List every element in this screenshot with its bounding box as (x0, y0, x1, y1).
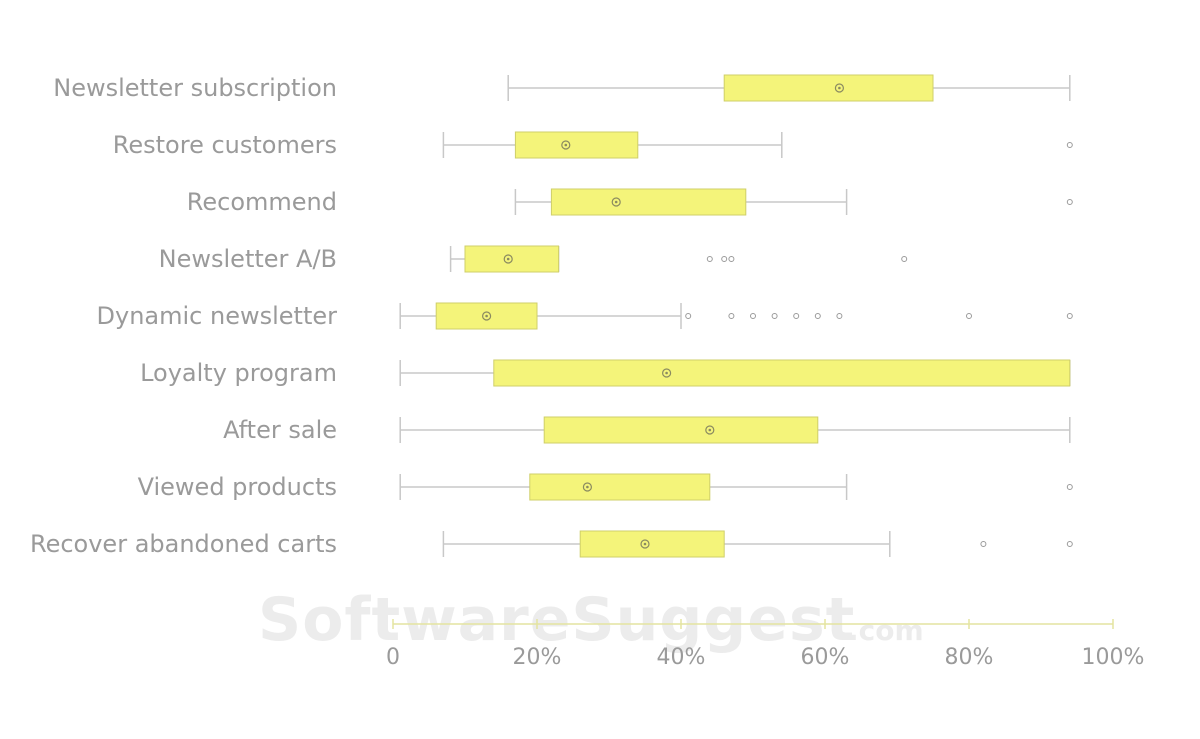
category-label: After sale (223, 416, 337, 444)
outlier-point (1066, 199, 1073, 205)
watermark-text: SoftwareSuggest (258, 585, 855, 655)
outlier-point (1066, 142, 1073, 148)
iqr-box (464, 245, 560, 273)
box-row: Loyalty program (140, 359, 1071, 387)
outlier-point (980, 541, 987, 547)
mean-marker-dot (708, 428, 712, 432)
mean-marker (561, 140, 571, 150)
mean-marker-dot (838, 86, 841, 90)
box-row: Newsletter subscription (53, 74, 1071, 102)
mean-marker (834, 83, 845, 93)
box-row: Recommend (187, 188, 1073, 216)
category-label: Viewed products (138, 473, 337, 501)
iqr-box (723, 74, 934, 102)
outlier-point (721, 256, 728, 262)
outlier-point (901, 256, 908, 262)
outlier-point (814, 313, 821, 319)
mean-marker (482, 311, 492, 321)
outlier-point (1066, 313, 1073, 319)
mean-marker-dot (485, 314, 488, 318)
outlier-point (750, 313, 756, 319)
mean-marker (661, 368, 672, 378)
watermark-suffix: .com (848, 614, 924, 647)
category-label: Loyalty program (140, 359, 337, 387)
plot-area: Newsletter subscription Restore customers… (30, 74, 1073, 558)
x-tick-label: 80% (945, 645, 994, 670)
category-label: Recover abandoned carts (30, 530, 337, 558)
outlier-point (966, 313, 972, 319)
outlier-point (771, 313, 778, 319)
mean-marker (705, 425, 715, 435)
mean-marker (503, 254, 513, 264)
mean-marker (582, 482, 593, 492)
category-label: Restore customers (113, 131, 337, 159)
outlier-point (685, 313, 692, 319)
iqr-box (514, 131, 639, 159)
box-row: Viewed products (138, 473, 1073, 501)
outlier-point (793, 313, 800, 319)
mean-marker-dot (643, 542, 647, 546)
box-row: Dynamic newsletter (97, 302, 1073, 330)
mean-marker (611, 197, 621, 207)
mean-marker-dot (586, 485, 589, 489)
mean-marker-dot (665, 371, 668, 375)
x-tick-label: 60% (801, 645, 850, 670)
mean-marker (640, 539, 650, 549)
category-label: Dynamic newsletter (97, 302, 338, 330)
iqr-box (543, 416, 819, 444)
outlier-point (1066, 541, 1073, 547)
mean-marker-dot (564, 143, 568, 147)
box-row: After sale (223, 416, 1071, 444)
mean-marker-dot (614, 200, 618, 204)
outlier-point (728, 313, 735, 319)
box-row: Newsletter A/B (159, 245, 908, 273)
category-label: Newsletter A/B (159, 245, 337, 273)
iqr-box (529, 473, 711, 501)
iqr-box (493, 359, 1071, 387)
x-tick-label: 0 (386, 645, 400, 670)
box-row: Recover abandoned carts (30, 530, 1073, 558)
outlier-point (836, 313, 843, 319)
x-axis: 0 20% 40% 60% 80% 100% (386, 619, 1144, 670)
box-row: Restore customers (113, 131, 1073, 159)
mean-marker-dot (506, 257, 510, 261)
category-label: Recommend (187, 188, 337, 216)
x-tick-label: 100% (1082, 645, 1145, 670)
category-label: Newsletter subscription (53, 74, 337, 102)
x-tick-label: 20% (513, 645, 562, 670)
x-tick-label: 40% (657, 645, 706, 670)
outlier-point (1066, 484, 1073, 490)
outlier-point (706, 256, 713, 262)
iqr-box (579, 530, 725, 558)
iqr-box (550, 188, 747, 216)
outlier-point (728, 256, 735, 262)
